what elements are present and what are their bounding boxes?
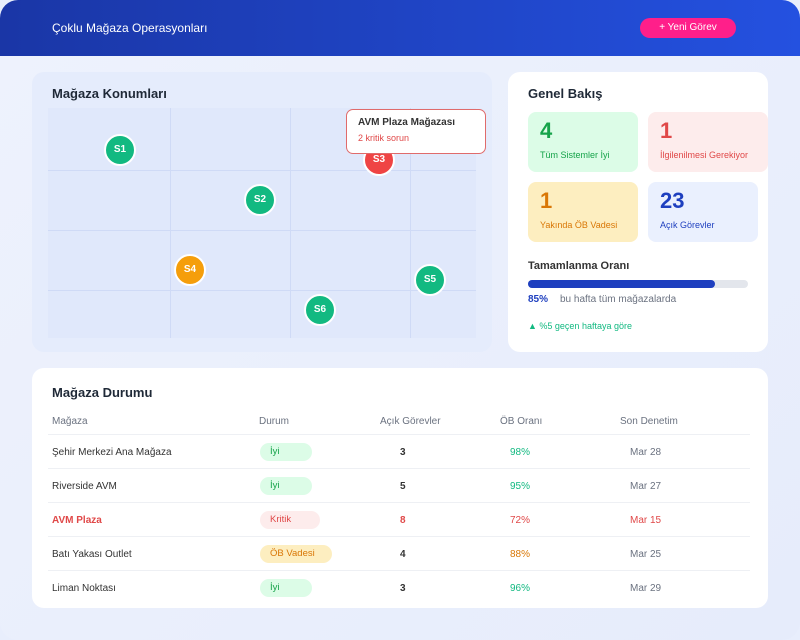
table-row[interactable]: Riverside AVM İyi 5 95% Mar 27 — [48, 468, 750, 502]
status-badge: İyi — [260, 579, 312, 597]
completion-caption: bu hafta tüm mağazalarda — [560, 294, 677, 305]
table-row[interactable]: Liman Noktası İyi 3 96% Mar 29 — [48, 570, 750, 604]
pm-rate: 98% — [510, 447, 531, 458]
last-inspection: Mar 25 — [630, 549, 662, 560]
stat-open-tasks: 23 Açık Görevler — [648, 182, 758, 242]
store-name: Batı Yakası Outlet — [52, 549, 132, 560]
map-title: Mağaza Konumları — [52, 86, 167, 101]
stat-value: 1 — [540, 188, 553, 213]
grid-line — [170, 108, 171, 338]
grid-line — [290, 108, 291, 338]
store-status-card: Mağaza Durumu Mağaza Durum Açık Görevler… — [32, 368, 768, 608]
grid-line — [48, 170, 476, 171]
open-tasks: 8 — [400, 515, 406, 526]
completion-trend: ▲ %5 geçen haftaya göre — [528, 321, 632, 331]
open-tasks: 3 — [400, 583, 406, 594]
tooltip-title: AVM Plaza Mağazası — [358, 117, 456, 128]
column-header: Açık Görevler — [380, 416, 441, 427]
completion-progress-bar — [528, 280, 748, 288]
pm-rate: 95% — [510, 481, 531, 492]
stat-label: Tüm Sistemler İyi — [540, 150, 610, 160]
overview-card: Genel Bakış 4 Tüm Sistemler İyi 1 İlgile… — [508, 72, 768, 352]
open-tasks: 4 — [400, 549, 406, 560]
store-pin-s2[interactable]: S2 — [244, 184, 276, 216]
store-pin-s5[interactable]: S5 — [414, 264, 446, 296]
last-inspection: Mar 28 — [630, 447, 662, 458]
store-tooltip: AVM Plaza Mağazası 2 kritik sorun — [346, 109, 486, 154]
pm-rate: 72% — [510, 515, 531, 526]
app-title: Çoklu Mağaza Operasyonları — [52, 21, 208, 35]
table-row[interactable]: Batı Yakası Outlet ÖB Vadesi 4 88% Mar 25 — [48, 536, 750, 570]
stat-value: 4 — [540, 118, 553, 143]
stat-value: 1 — [660, 118, 673, 143]
table-row[interactable]: AVM Plaza Kritik 8 72% Mar 15 — [48, 502, 750, 536]
column-header: Mağaza — [52, 416, 88, 427]
status-badge: İyi — [260, 443, 312, 461]
last-inspection: Mar 27 — [630, 481, 662, 492]
open-tasks: 5 — [400, 481, 406, 492]
completion-percent: 85% — [528, 294, 549, 305]
store-name: Şehir Merkezi Ana Mağaza — [52, 447, 172, 458]
open-tasks: 3 — [400, 447, 406, 458]
grid-line — [48, 290, 476, 291]
progress-fill — [528, 280, 715, 288]
stat-label: Açık Görevler — [660, 220, 715, 230]
store-name: AVM Plaza — [52, 515, 102, 526]
stat-value: 23 — [660, 188, 685, 213]
store-map[interactable]: S1 S2 S3 S4 S5 S6 AVM Plaza Mağazası 2 k… — [48, 108, 486, 338]
grid-line — [48, 230, 476, 231]
pm-rate: 88% — [510, 549, 531, 560]
status-badge: ÖB Vadesi — [260, 545, 332, 563]
status-badge: İyi — [260, 477, 312, 495]
store-pin-s1[interactable]: S1 — [104, 134, 136, 166]
stat-needs-attention: 1 İlgilenilmesi Gerekiyor — [648, 112, 768, 172]
header: Çoklu Mağaza Operasyonları + Yeni Görev — [0, 0, 800, 56]
store-map-card: Mağaza Konumları S1 S2 S3 S4 S5 S6 AVM P… — [32, 72, 492, 352]
column-header: Son Denetim — [620, 416, 678, 427]
store-name: Riverside AVM — [52, 481, 117, 492]
stat-label: Yakında ÖB Vadesi — [540, 220, 618, 230]
tooltip-subtitle: 2 kritik sorun — [358, 133, 410, 143]
overview-title: Genel Bakış — [528, 86, 603, 101]
last-inspection: Mar 29 — [630, 583, 662, 594]
status-badge: Kritik — [260, 511, 320, 529]
pm-rate: 96% — [510, 583, 531, 594]
last-inspection: Mar 15 — [630, 515, 662, 526]
stat-label: İlgilenilmesi Gerekiyor — [660, 150, 749, 160]
new-task-button[interactable]: + Yeni Görev — [640, 18, 736, 38]
column-header: ÖB Oranı — [500, 416, 543, 427]
table-row[interactable]: Şehir Merkezi Ana Mağaza İyi 3 98% Mar 28 — [48, 434, 750, 468]
completion-title: Tamamlanma Oranı — [528, 260, 630, 272]
store-name: Liman Noktası — [52, 583, 116, 594]
table-title: Mağaza Durumu — [52, 385, 153, 400]
grid-line — [410, 108, 411, 338]
store-pin-s6[interactable]: S6 — [304, 294, 336, 326]
column-header: Durum — [259, 416, 290, 427]
stat-all-good: 4 Tüm Sistemler İyi — [528, 112, 638, 172]
stat-pm-due: 1 Yakında ÖB Vadesi — [528, 182, 638, 242]
store-pin-s4[interactable]: S4 — [174, 254, 206, 286]
